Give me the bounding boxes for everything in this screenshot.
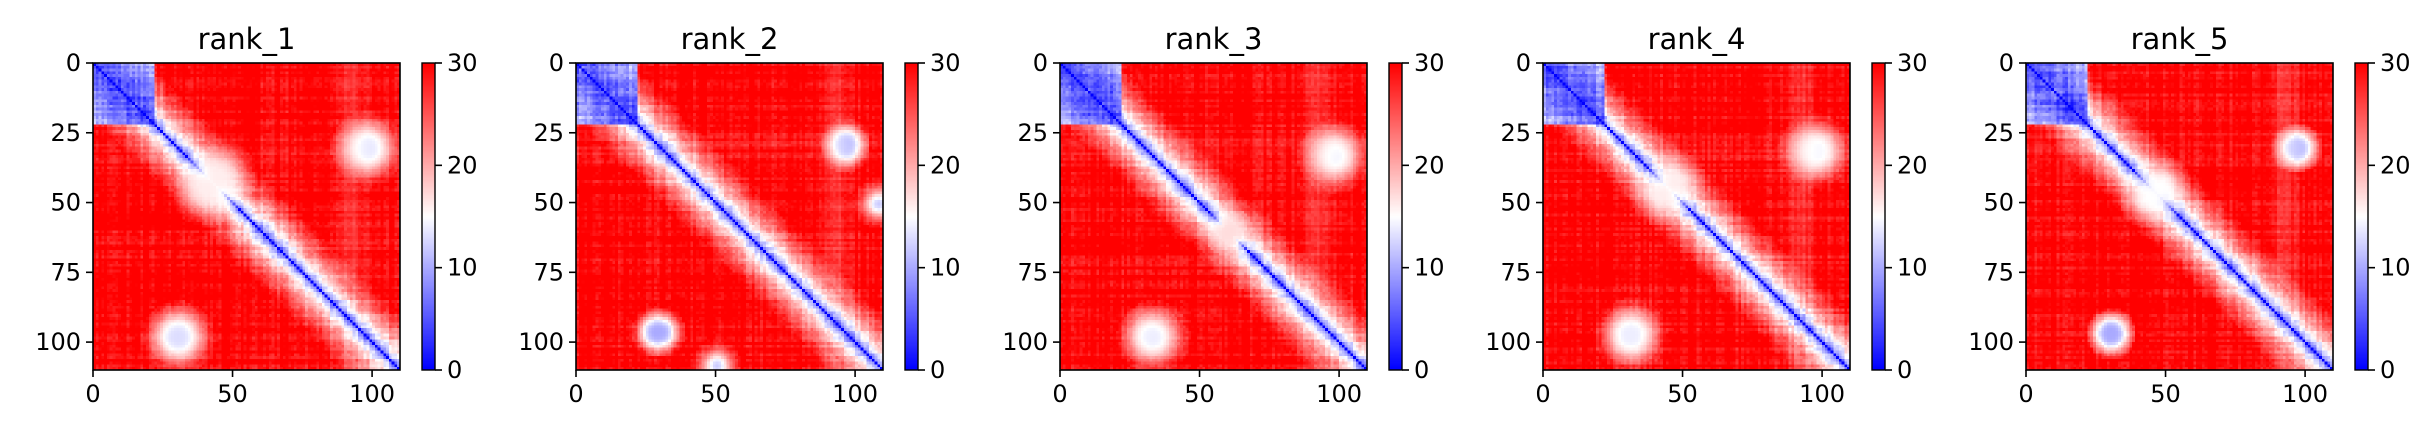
x-tick-label: 50 xyxy=(217,380,248,408)
x-tick-label: 100 xyxy=(349,380,395,408)
colorbar-frame xyxy=(2354,62,2369,371)
colorbar xyxy=(422,63,435,370)
colorbar-tick-label: 30 xyxy=(2380,49,2411,77)
colorbar-frame xyxy=(421,62,436,371)
y-tick-label: 50 xyxy=(533,189,564,217)
x-tick-label: 0 xyxy=(2018,380,2033,408)
x-tick-label: 100 xyxy=(832,380,878,408)
x-tick-label: 0 xyxy=(1052,380,1067,408)
x-tick-label: 0 xyxy=(85,380,100,408)
y-tick-label: 75 xyxy=(50,258,81,286)
colorbar xyxy=(1872,63,1885,370)
y-tick-label: 75 xyxy=(1500,258,1531,286)
colorbar-tick-label: 30 xyxy=(447,49,478,77)
y-tick-label: 25 xyxy=(1017,119,1048,147)
colorbar-tick-label: 20 xyxy=(447,151,478,179)
x-tick-label: 50 xyxy=(1667,380,1698,408)
colorbar xyxy=(1389,63,1402,370)
panel-title: rank_3 xyxy=(1165,22,1263,56)
axes-frame xyxy=(92,62,401,371)
colorbar-tick-label: 20 xyxy=(930,151,961,179)
colorbar-tick-label: 30 xyxy=(1414,49,1445,77)
panel-title: rank_1 xyxy=(198,22,296,56)
y-tick-label: 0 xyxy=(1033,49,1048,77)
y-tick-label: 100 xyxy=(518,328,564,356)
y-tick-label: 25 xyxy=(1500,119,1531,147)
heatmap-image xyxy=(1060,63,1367,370)
colorbar-tick-label: 10 xyxy=(1897,254,1928,282)
y-tick-label: 75 xyxy=(533,258,564,286)
x-tick-label: 50 xyxy=(700,380,731,408)
axes-frame xyxy=(575,62,884,371)
y-tick-label: 0 xyxy=(1516,49,1531,77)
colorbar-tick-label: 30 xyxy=(930,49,961,77)
y-tick-label: 25 xyxy=(1983,119,2014,147)
colorbar-tick-label: 30 xyxy=(1897,49,1928,77)
y-tick-label: 50 xyxy=(1983,189,2014,217)
heatmap-image xyxy=(93,63,400,370)
panel-title: rank_5 xyxy=(2131,22,2229,56)
colorbar-tick-label: 10 xyxy=(1414,254,1445,282)
colorbar-tick-label: 10 xyxy=(447,254,478,282)
y-tick-label: 100 xyxy=(1485,328,1531,356)
y-tick-label: 0 xyxy=(66,49,81,77)
y-tick-label: 75 xyxy=(1983,258,2014,286)
colorbar xyxy=(2355,63,2368,370)
colorbar-tick-label: 20 xyxy=(1414,151,1445,179)
colorbar-frame xyxy=(904,62,919,371)
y-tick-label: 25 xyxy=(533,119,564,147)
panel-title: rank_4 xyxy=(1648,22,1746,56)
heatmap-image xyxy=(1543,63,1850,370)
axes-frame xyxy=(2025,62,2334,371)
y-tick-label: 25 xyxy=(50,119,81,147)
x-tick-label: 100 xyxy=(1316,380,1362,408)
y-tick-label: 0 xyxy=(549,49,564,77)
colorbar-tick-label: 0 xyxy=(447,356,462,384)
colorbar-tick-label: 20 xyxy=(2380,151,2411,179)
axes-frame xyxy=(1059,62,1368,371)
colorbar-tick-label: 0 xyxy=(1414,356,1429,384)
x-tick-label: 0 xyxy=(1535,380,1550,408)
x-tick-label: 0 xyxy=(568,380,583,408)
x-tick-label: 50 xyxy=(2150,380,2181,408)
colorbar xyxy=(905,63,918,370)
y-tick-label: 75 xyxy=(1017,258,1048,286)
colorbar-frame xyxy=(1388,62,1403,371)
x-tick-label: 50 xyxy=(1184,380,1215,408)
heatmap-image xyxy=(2026,63,2333,370)
y-tick-label: 100 xyxy=(35,328,81,356)
x-tick-label: 100 xyxy=(1799,380,1845,408)
colorbar-frame xyxy=(1871,62,1886,371)
heatmap-image xyxy=(576,63,883,370)
colorbar-tick-label: 10 xyxy=(930,254,961,282)
y-tick-label: 50 xyxy=(1017,189,1048,217)
colorbar-tick-label: 0 xyxy=(2380,356,2395,384)
panel-title: rank_2 xyxy=(681,22,779,56)
y-tick-label: 50 xyxy=(1500,189,1531,217)
colorbar-tick-label: 20 xyxy=(1897,151,1928,179)
colorbar-tick-label: 0 xyxy=(930,356,945,384)
colorbar-tick-label: 10 xyxy=(2380,254,2411,282)
y-tick-label: 100 xyxy=(1968,328,2014,356)
axes-frame xyxy=(1542,62,1851,371)
y-tick-label: 50 xyxy=(50,189,81,217)
x-tick-label: 100 xyxy=(2282,380,2328,408)
y-tick-label: 0 xyxy=(1999,49,2014,77)
colorbar-tick-label: 0 xyxy=(1897,356,1912,384)
y-tick-label: 100 xyxy=(1002,328,1048,356)
